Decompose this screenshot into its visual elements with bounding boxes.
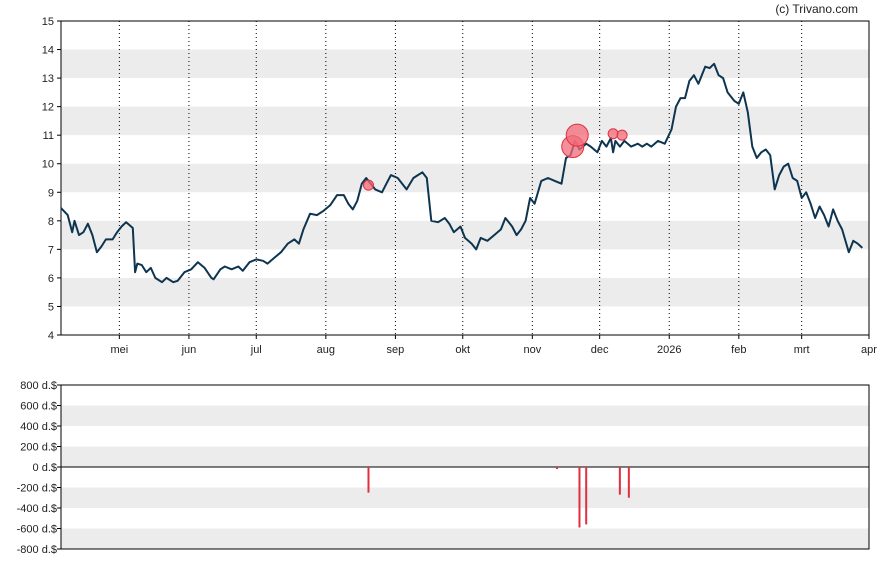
x-tick-label: aug (317, 344, 335, 356)
volume-bar (556, 467, 559, 470)
x-tick-label: mei (110, 344, 128, 356)
x-tick-label: sep (387, 344, 405, 356)
y-tick-label: 6 (48, 273, 54, 285)
price-band (61, 163, 869, 193)
price-band (61, 106, 869, 136)
y-tick-label: 7 (48, 244, 54, 256)
volume-band (61, 487, 869, 508)
y-tick-label: 15 (42, 16, 54, 28)
transaction-marker (607, 128, 619, 140)
x-tick-label: jun (181, 344, 197, 356)
price-band (61, 277, 869, 307)
y-tick-label: 200 d.$ (20, 442, 57, 454)
y-tick-label: 10 (42, 159, 54, 171)
volume-bar (578, 467, 581, 528)
y-tick-label: 13 (42, 73, 54, 85)
y-tick-label: -200 d.$ (17, 483, 57, 495)
x-tick-label: 2026 (657, 344, 681, 356)
x-tick-label: feb (731, 344, 746, 356)
x-tick-label: jul (250, 344, 262, 356)
x-tick-label: apr (861, 344, 877, 356)
y-tick-label: -600 d.$ (17, 524, 57, 536)
transaction-volume-chart: 800 d.$ 600 d.$ 400 d.$ 200 d.$ 0 d.$ -200 d.… (17, 380, 870, 556)
y-tick-label: 8 (48, 216, 54, 228)
price-chart: mei jun jul aug sep okt nov dec 2026 feb mrt apr 4 5 6… (42, 16, 878, 356)
x-tick-label: okt (455, 344, 470, 356)
volume-band (61, 528, 869, 549)
volume-band (61, 405, 869, 426)
transaction-marker (565, 123, 589, 147)
price-band (61, 220, 869, 250)
y-tick-label: -800 d.$ (17, 544, 57, 556)
y-tick-label: 800 d.$ (20, 380, 57, 392)
y-tick-label: 14 (42, 45, 54, 57)
y-tick-label: 4 (48, 330, 54, 342)
y-tick-label: 5 (48, 301, 54, 313)
y-tick-label: 400 d.$ (20, 421, 57, 433)
volume-band (61, 446, 869, 467)
volume-bar (627, 467, 630, 498)
y-tick-label: -400 d.$ (17, 503, 57, 515)
volume-bar (367, 467, 370, 493)
volume-bar (618, 467, 621, 495)
x-tick-label: mrt (794, 344, 810, 356)
y-tick-label: 11 (43, 130, 54, 142)
x-tick-label: nov (523, 344, 541, 356)
price-band (61, 49, 869, 79)
y-tick-label: 600 d.$ (20, 401, 57, 413)
y-tick-label: 9 (48, 187, 54, 199)
y-tick-label: 0 d.$ (33, 462, 57, 474)
x-tick-label: dec (591, 344, 609, 356)
price-plot-frame (60, 20, 870, 336)
price-line (60, 62, 863, 284)
y-tick-label: 12 (42, 102, 54, 114)
volume-bar (585, 467, 588, 525)
credit-label: (c) Trivano.com (775, 2, 858, 16)
transaction-marker (616, 129, 628, 141)
transaction-marker (362, 179, 374, 191)
